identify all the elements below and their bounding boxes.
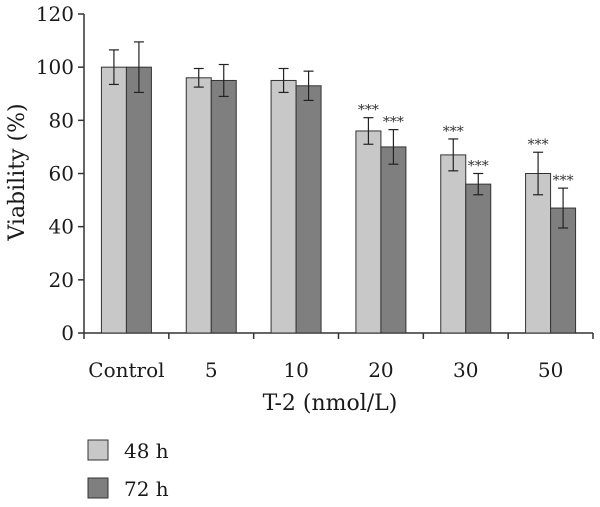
x-tick-label: 5: [205, 358, 218, 382]
significance-label: ***: [528, 137, 549, 153]
legend-swatch: [87, 477, 109, 499]
bar: [270, 79, 297, 334]
bar: [125, 66, 152, 334]
significance-label: ***: [358, 103, 379, 119]
legend-swatch: [87, 439, 109, 461]
error-bars: [108, 41, 569, 229]
x-tick-label: 10: [283, 358, 308, 382]
legend-label: 72 h: [124, 477, 169, 501]
bar: [465, 183, 492, 334]
y-axis: 0 20 40 60 80 100 120: [36, 2, 85, 345]
significance-labels: ******************: [358, 103, 574, 189]
bar: [525, 173, 552, 334]
x-tick-label: Control: [88, 358, 164, 382]
significance-label: ***: [553, 173, 574, 189]
y-tick-label: 0: [61, 321, 74, 345]
legend: 48 h 72 h: [87, 439, 169, 501]
y-tick-label: 40: [49, 215, 74, 239]
bar: [295, 85, 322, 334]
bar: [210, 79, 237, 334]
y-tick-label: 100: [36, 55, 74, 79]
legend-label: 48 h: [124, 439, 169, 463]
x-axis-title: T-2 (nmol/L): [263, 391, 398, 416]
bar: [100, 66, 127, 334]
bar: [380, 146, 407, 334]
y-tick-label: 20: [49, 268, 74, 292]
x-axis: Control 5 10 20 30 50: [83, 332, 594, 382]
y-axis-title: Viability (%): [5, 103, 30, 241]
y-tick-label: 60: [49, 162, 74, 186]
y-tick-label: 120: [36, 2, 74, 26]
x-tick-label: 20: [368, 358, 393, 382]
bar: [185, 77, 212, 334]
significance-label: ***: [443, 124, 464, 140]
bars: [100, 66, 577, 334]
bar: [440, 154, 467, 334]
x-tick-label: 30: [453, 358, 478, 382]
x-tick-label: 50: [538, 358, 563, 382]
significance-label: ***: [383, 115, 404, 131]
bar: [355, 130, 382, 334]
significance-label: ***: [468, 159, 489, 175]
y-tick-label: 80: [49, 108, 74, 132]
bar: [550, 207, 577, 334]
